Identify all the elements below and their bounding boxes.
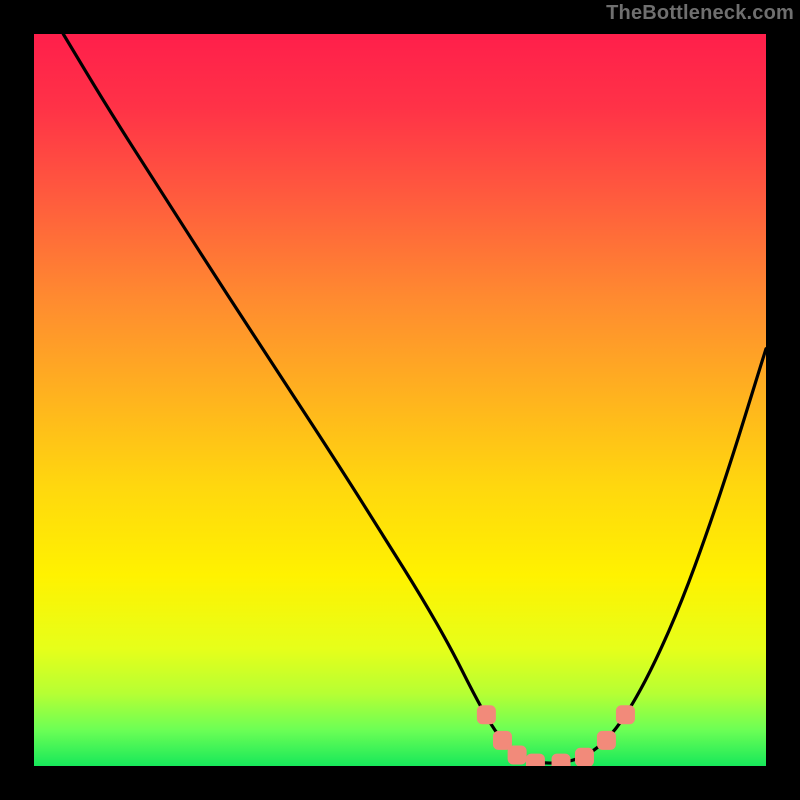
marker: [477, 706, 495, 724]
marker: [616, 706, 634, 724]
bottleneck-chart: [0, 0, 800, 800]
marker: [493, 731, 511, 749]
watermark-label: TheBottleneck.com: [606, 2, 794, 25]
marker: [597, 731, 615, 749]
marker: [575, 748, 593, 766]
chart-stage: TheBottleneck.com: [0, 0, 800, 800]
marker: [508, 746, 526, 764]
